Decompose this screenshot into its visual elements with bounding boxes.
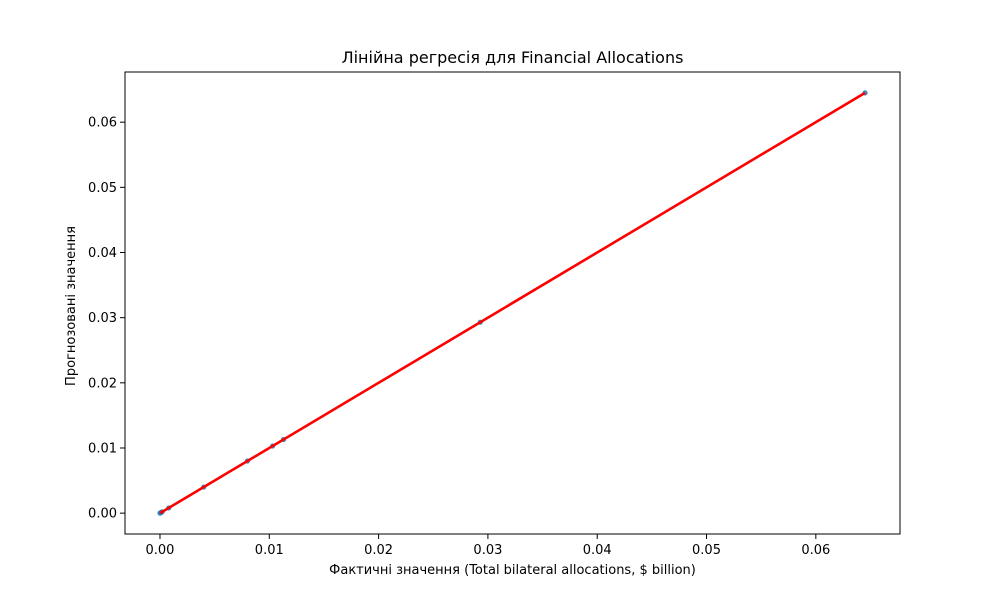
- y-axis-label: Прогнозовані значення: [64, 226, 79, 386]
- x-tick-label: 0.01: [255, 543, 284, 558]
- y-tick-label: 0.03: [88, 311, 117, 326]
- x-tick-label: 0.00: [146, 543, 175, 558]
- chart-title: Лінійна регресія для Financial Allocatio…: [342, 48, 684, 67]
- y-tick-label: 0.05: [88, 181, 117, 196]
- y-axis: 0.00 0.01 0.02 0.03 0.04 0.05 0.06: [88, 116, 125, 522]
- x-tick-label: 0.03: [473, 543, 502, 558]
- x-tick-label: 0.02: [364, 543, 393, 558]
- y-tick-label: 0.02: [88, 376, 117, 391]
- plot-area: [157, 90, 868, 516]
- x-tick-label: 0.06: [801, 543, 830, 558]
- x-tick-label: 0.05: [692, 543, 721, 558]
- x-axis-label: Фактичні значення (Total bilateral alloc…: [329, 563, 696, 578]
- regression-line: [159, 91, 866, 515]
- y-tick-label: 0.04: [88, 246, 117, 261]
- y-tick-label: 0.06: [88, 116, 117, 131]
- x-tick-label: 0.04: [583, 543, 612, 558]
- y-tick-label: 0.00: [88, 507, 117, 522]
- x-axis: 0.00 0.01 0.02 0.03 0.04 0.05 0.06: [146, 534, 830, 558]
- plot-frame: [124, 71, 901, 535]
- y-tick-label: 0.01: [88, 441, 117, 456]
